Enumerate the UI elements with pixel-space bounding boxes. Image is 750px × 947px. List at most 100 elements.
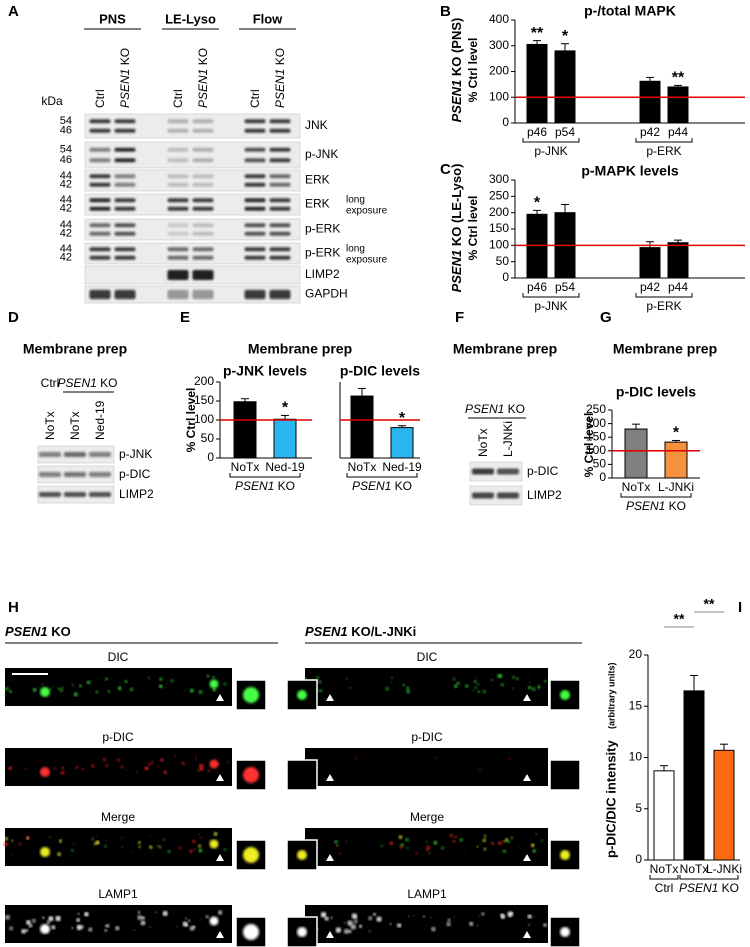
y-axis-label: PSEN1 KO (LE-Lyso) [449,164,464,293]
group-label: PSEN1 KO [352,479,412,493]
puncta [198,690,203,694]
puncta [406,846,409,850]
group-label: p-ERK [646,299,681,313]
column-header: PNS [99,11,126,26]
puncta [12,679,15,681]
puncta [137,915,143,921]
puncta [140,920,146,926]
inset-blob [243,687,259,703]
puncta [156,844,160,848]
bar [713,749,735,861]
puncta [125,768,128,771]
puncta [422,915,426,918]
band [114,247,136,252]
panel-letter: G [600,309,612,326]
puncta [165,686,167,689]
inset-blob [243,767,259,783]
chart-title: p-MAPK levels [581,163,678,179]
band [244,182,266,187]
puncta [348,929,352,934]
band-label: p-DIC [119,467,151,481]
puncta [452,916,454,918]
channel-label: p-DIC [411,730,443,744]
band [497,492,519,499]
y-tick-label: 200 [489,205,509,219]
channel-label: Merge [101,810,135,824]
band [244,231,266,236]
puncta [19,842,22,846]
puncta [515,677,519,681]
puncta [535,833,538,835]
puncta [529,681,531,684]
inset [549,759,581,791]
puncta [528,672,530,675]
band [114,182,136,187]
y-axis-label: % Ctrl level [466,38,480,103]
band [114,119,136,124]
puncta [170,679,174,683]
puncta [5,686,10,691]
puncta [53,766,56,770]
band [114,255,136,260]
puncta [408,915,410,918]
puncta [389,841,393,845]
band [244,206,266,211]
puncta [57,852,62,857]
band [89,206,111,211]
band [167,206,189,211]
puncta [412,915,415,917]
inset-blob [560,850,570,860]
puncta [453,684,458,689]
group-label: PSEN1 KO [465,402,525,416]
bar [667,86,689,124]
bar [639,80,661,124]
band-label: LIMP2 [527,488,562,502]
puncta [343,921,346,924]
panel-letter: I [738,599,742,616]
arrowhead [523,774,531,781]
group-label: PSEN1 KO [626,499,686,513]
group-label: PSEN1 KO [57,376,117,390]
y-axis-label: (arbitrary units) [606,662,616,729]
band [472,468,494,475]
puncta [174,755,177,758]
band [269,231,291,236]
puncta [187,919,191,922]
puncta [86,848,89,850]
puncta [147,676,150,679]
band [269,223,291,228]
panel-letter: A [8,3,19,20]
puncta [147,762,151,766]
puncta [50,836,52,839]
channel-label: LAMP1 [407,887,447,901]
y-tick-label: 5 [635,801,642,815]
band [192,255,214,260]
condition-label: PSEN1 KO/L-JNKi [305,624,416,639]
puncta [320,912,327,918]
puncta [105,840,108,842]
blot-strip [84,218,301,241]
puncta [115,926,120,931]
puncta [197,768,201,772]
band [244,119,266,124]
puncta [318,680,322,684]
puncta [385,686,389,691]
puncta [75,765,79,769]
panel-letter: C [440,161,451,178]
puncta [96,678,99,680]
puncta [194,758,197,761]
group-bracket [679,875,739,880]
lane-label: L-JNKi [501,421,515,457]
group-bracket [635,138,693,143]
channel-label: p-DIC [102,730,134,744]
band [244,174,266,179]
x-tick-label: p42 [640,125,660,139]
group-bracket [620,493,692,498]
band [192,270,214,280]
band [167,147,189,152]
band [114,174,136,179]
lane-label: NoTx [68,411,82,440]
puncta [537,684,541,688]
inset-blob [297,927,307,937]
band [192,231,214,236]
